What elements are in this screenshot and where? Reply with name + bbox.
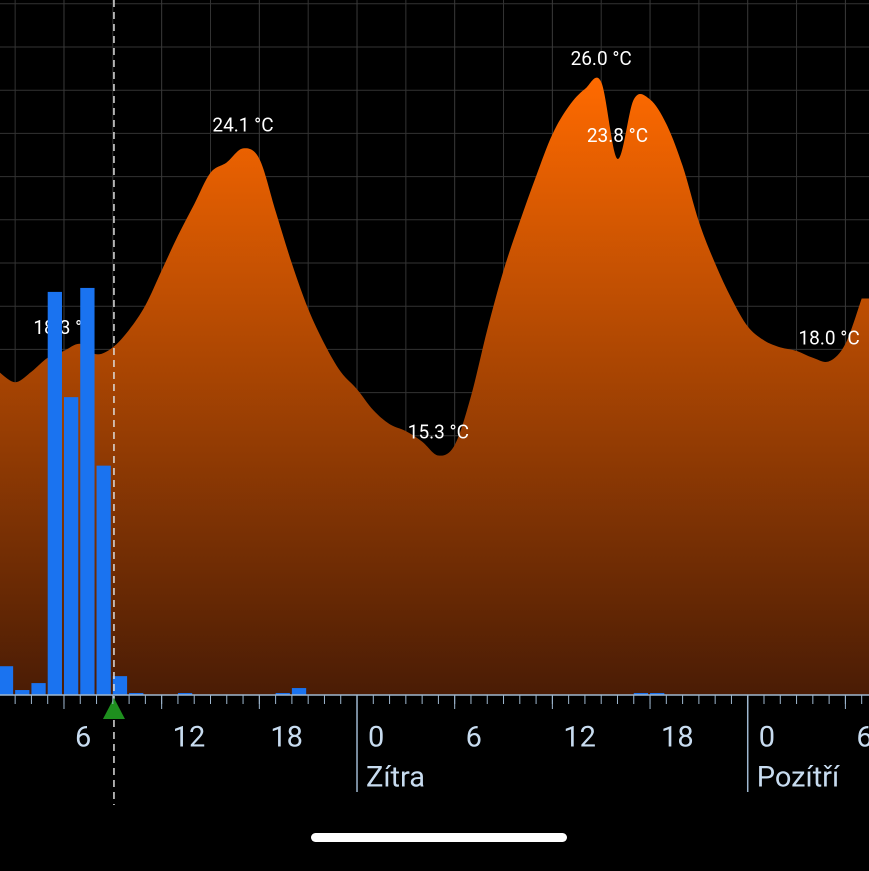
precip-bar — [0, 666, 14, 695]
precip-bar — [96, 465, 111, 695]
precip-bar — [129, 693, 144, 695]
precip-bar — [177, 693, 193, 695]
x-tick-label: 0 — [759, 721, 775, 755]
x-tick-label: 6 — [75, 721, 91, 755]
x-tick-label: 6 — [856, 721, 869, 755]
x-axis: 6 12 18 0 6 12 18 0 6 Zítra Pozítří — [0, 694, 869, 795]
precip-bar — [650, 693, 665, 695]
plot: 18.3 °C24.1 °C15.3 °C26.0 °C23.8 °C18.0 … — [0, 0, 869, 805]
precip-bar — [31, 683, 46, 695]
precip-bar — [15, 690, 30, 695]
precip-bar — [633, 693, 649, 695]
x-tick-label: 12 — [173, 721, 206, 755]
x-tick-label: 18 — [661, 721, 694, 755]
temperature-area — [0, 77, 869, 695]
precip-bar — [112, 676, 128, 695]
precip-bar — [291, 688, 307, 695]
x-tick-label: 6 — [466, 721, 482, 755]
day-label: Zítra — [366, 761, 425, 795]
value-label: 15.3 °C — [408, 421, 469, 444]
x-tick-label: 12 — [563, 721, 596, 755]
x-tick-label: 0 — [368, 721, 384, 755]
value-label: 26.0 °C — [571, 47, 632, 70]
current-time-marker — [102, 698, 125, 719]
precip-bar — [275, 693, 290, 695]
home-indicator — [311, 833, 567, 842]
value-label: 23.8 °C — [587, 124, 648, 147]
day-label: Pozítří — [757, 761, 841, 795]
precip-bar — [63, 397, 79, 695]
value-label: 18.0 °C — [798, 326, 859, 349]
value-label: 24.1 °C — [212, 113, 273, 136]
x-tick-label: 18 — [270, 721, 303, 755]
precip-bar — [47, 291, 62, 695]
precip-bar — [80, 287, 95, 695]
